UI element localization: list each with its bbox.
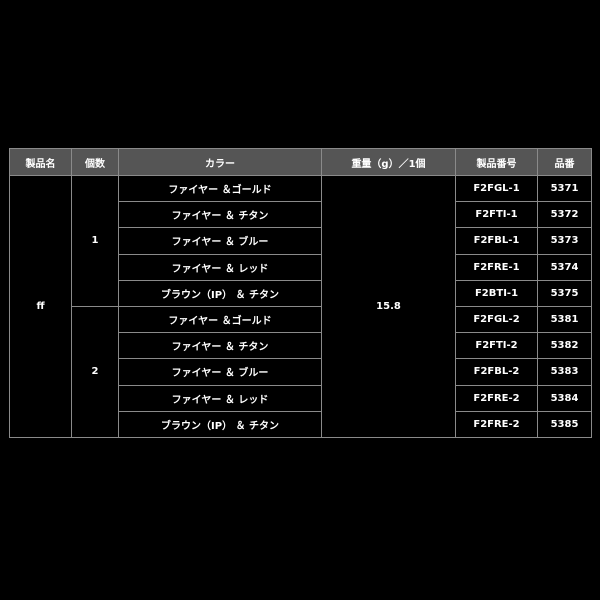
color-cell: ファイヤー ＆ レッド	[118, 253, 322, 281]
color-cell: ファイヤー ＆ゴールド	[118, 305, 322, 334]
product-number-cell: F2FBL-2	[455, 358, 538, 386]
item-number-cell: 5381	[537, 305, 592, 334]
header-color: カラー	[118, 148, 322, 176]
item-number-cell: 5383	[537, 358, 592, 386]
count-cell: 1	[71, 175, 119, 307]
table-row: ブラウン（IP） ＆ チタン F2BTI-1 5375	[10, 279, 592, 307]
item-number-cell: 5384	[537, 384, 592, 412]
count-cell: 2	[71, 305, 119, 438]
table-row: ファイヤー ＆ チタン F2FTI-1 5372	[10, 201, 592, 229]
table-row: ファイヤー ＆ ブルー F2FBL-1 5373	[10, 227, 592, 255]
item-number-cell: 5372	[537, 201, 592, 229]
table-row: ブラウン（IP） ＆ チタン F2FRE-2 5385	[10, 410, 592, 438]
color-cell: ファイヤー ＆ ブルー	[118, 227, 322, 255]
product-name-cell: ff	[9, 175, 72, 438]
product-number-cell: F2FTI-2	[455, 332, 538, 360]
item-number-cell: 5373	[537, 227, 592, 255]
item-number-cell: 5371	[537, 174, 592, 203]
table-row: ファイヤー ＆ チタン F2FTI-2 5382	[10, 332, 592, 360]
color-cell: ファイヤー ＆ レッド	[118, 384, 322, 412]
header-product-number: 製品番号	[455, 148, 538, 176]
product-number-cell: F2FRE-2	[455, 410, 538, 438]
product-spec-table: 製品名 個数 カラー 重量（g）／1個 製品番号 品番 ff 1 ファイヤー ＆ゴー…	[9, 148, 592, 438]
table-row: ファイヤー ＆ レッド F2FRE-2 5384	[10, 384, 592, 412]
table-row: ファイヤー ＆ ブルー F2FBL-2 5383	[10, 358, 592, 386]
item-number-cell: 5385	[537, 410, 592, 438]
header-product-name: 製品名	[9, 148, 72, 176]
color-cell: ファイヤー ＆ ブルー	[118, 358, 322, 386]
item-number-cell: 5382	[537, 332, 592, 360]
table-row: 2 ファイヤー ＆ゴールド F2FGL-2 5381	[10, 305, 592, 438]
product-number-cell: F2FRE-1	[455, 253, 538, 281]
product-number-cell: F2FGL-2	[455, 305, 538, 334]
color-cell: ブラウン（IP） ＆ チタン	[118, 279, 322, 307]
product-number-cell: F2BTI-1	[455, 279, 538, 307]
color-cell: ファイヤー ＆ チタン	[118, 332, 322, 360]
header-weight: 重量（g）／1個	[321, 148, 456, 176]
table-row: ff 1 ファイヤー ＆ゴールド 15.8 F2FGL-1 5371	[9, 174, 592, 438]
product-number-cell: F2FBL-1	[455, 227, 538, 255]
color-cell: ファイヤー ＆ チタン	[118, 201, 322, 229]
item-number-cell: 5375	[537, 279, 592, 307]
item-number-cell: 5374	[537, 253, 592, 281]
color-cell: ファイヤー ＆ゴールド	[118, 174, 322, 203]
table-header-row: 製品名 個数 カラー 重量（g）／1個 製品番号 品番	[9, 148, 592, 176]
color-cell: ブラウン（IP） ＆ チタン	[118, 410, 322, 438]
header-count: 個数	[71, 148, 119, 176]
product-number-cell: F2FGL-1	[455, 174, 538, 203]
weight-cell: 15.8	[321, 175, 456, 438]
product-number-cell: F2FTI-1	[455, 201, 538, 229]
product-number-cell: F2FRE-2	[455, 384, 538, 412]
header-item-number: 品番	[537, 148, 592, 176]
